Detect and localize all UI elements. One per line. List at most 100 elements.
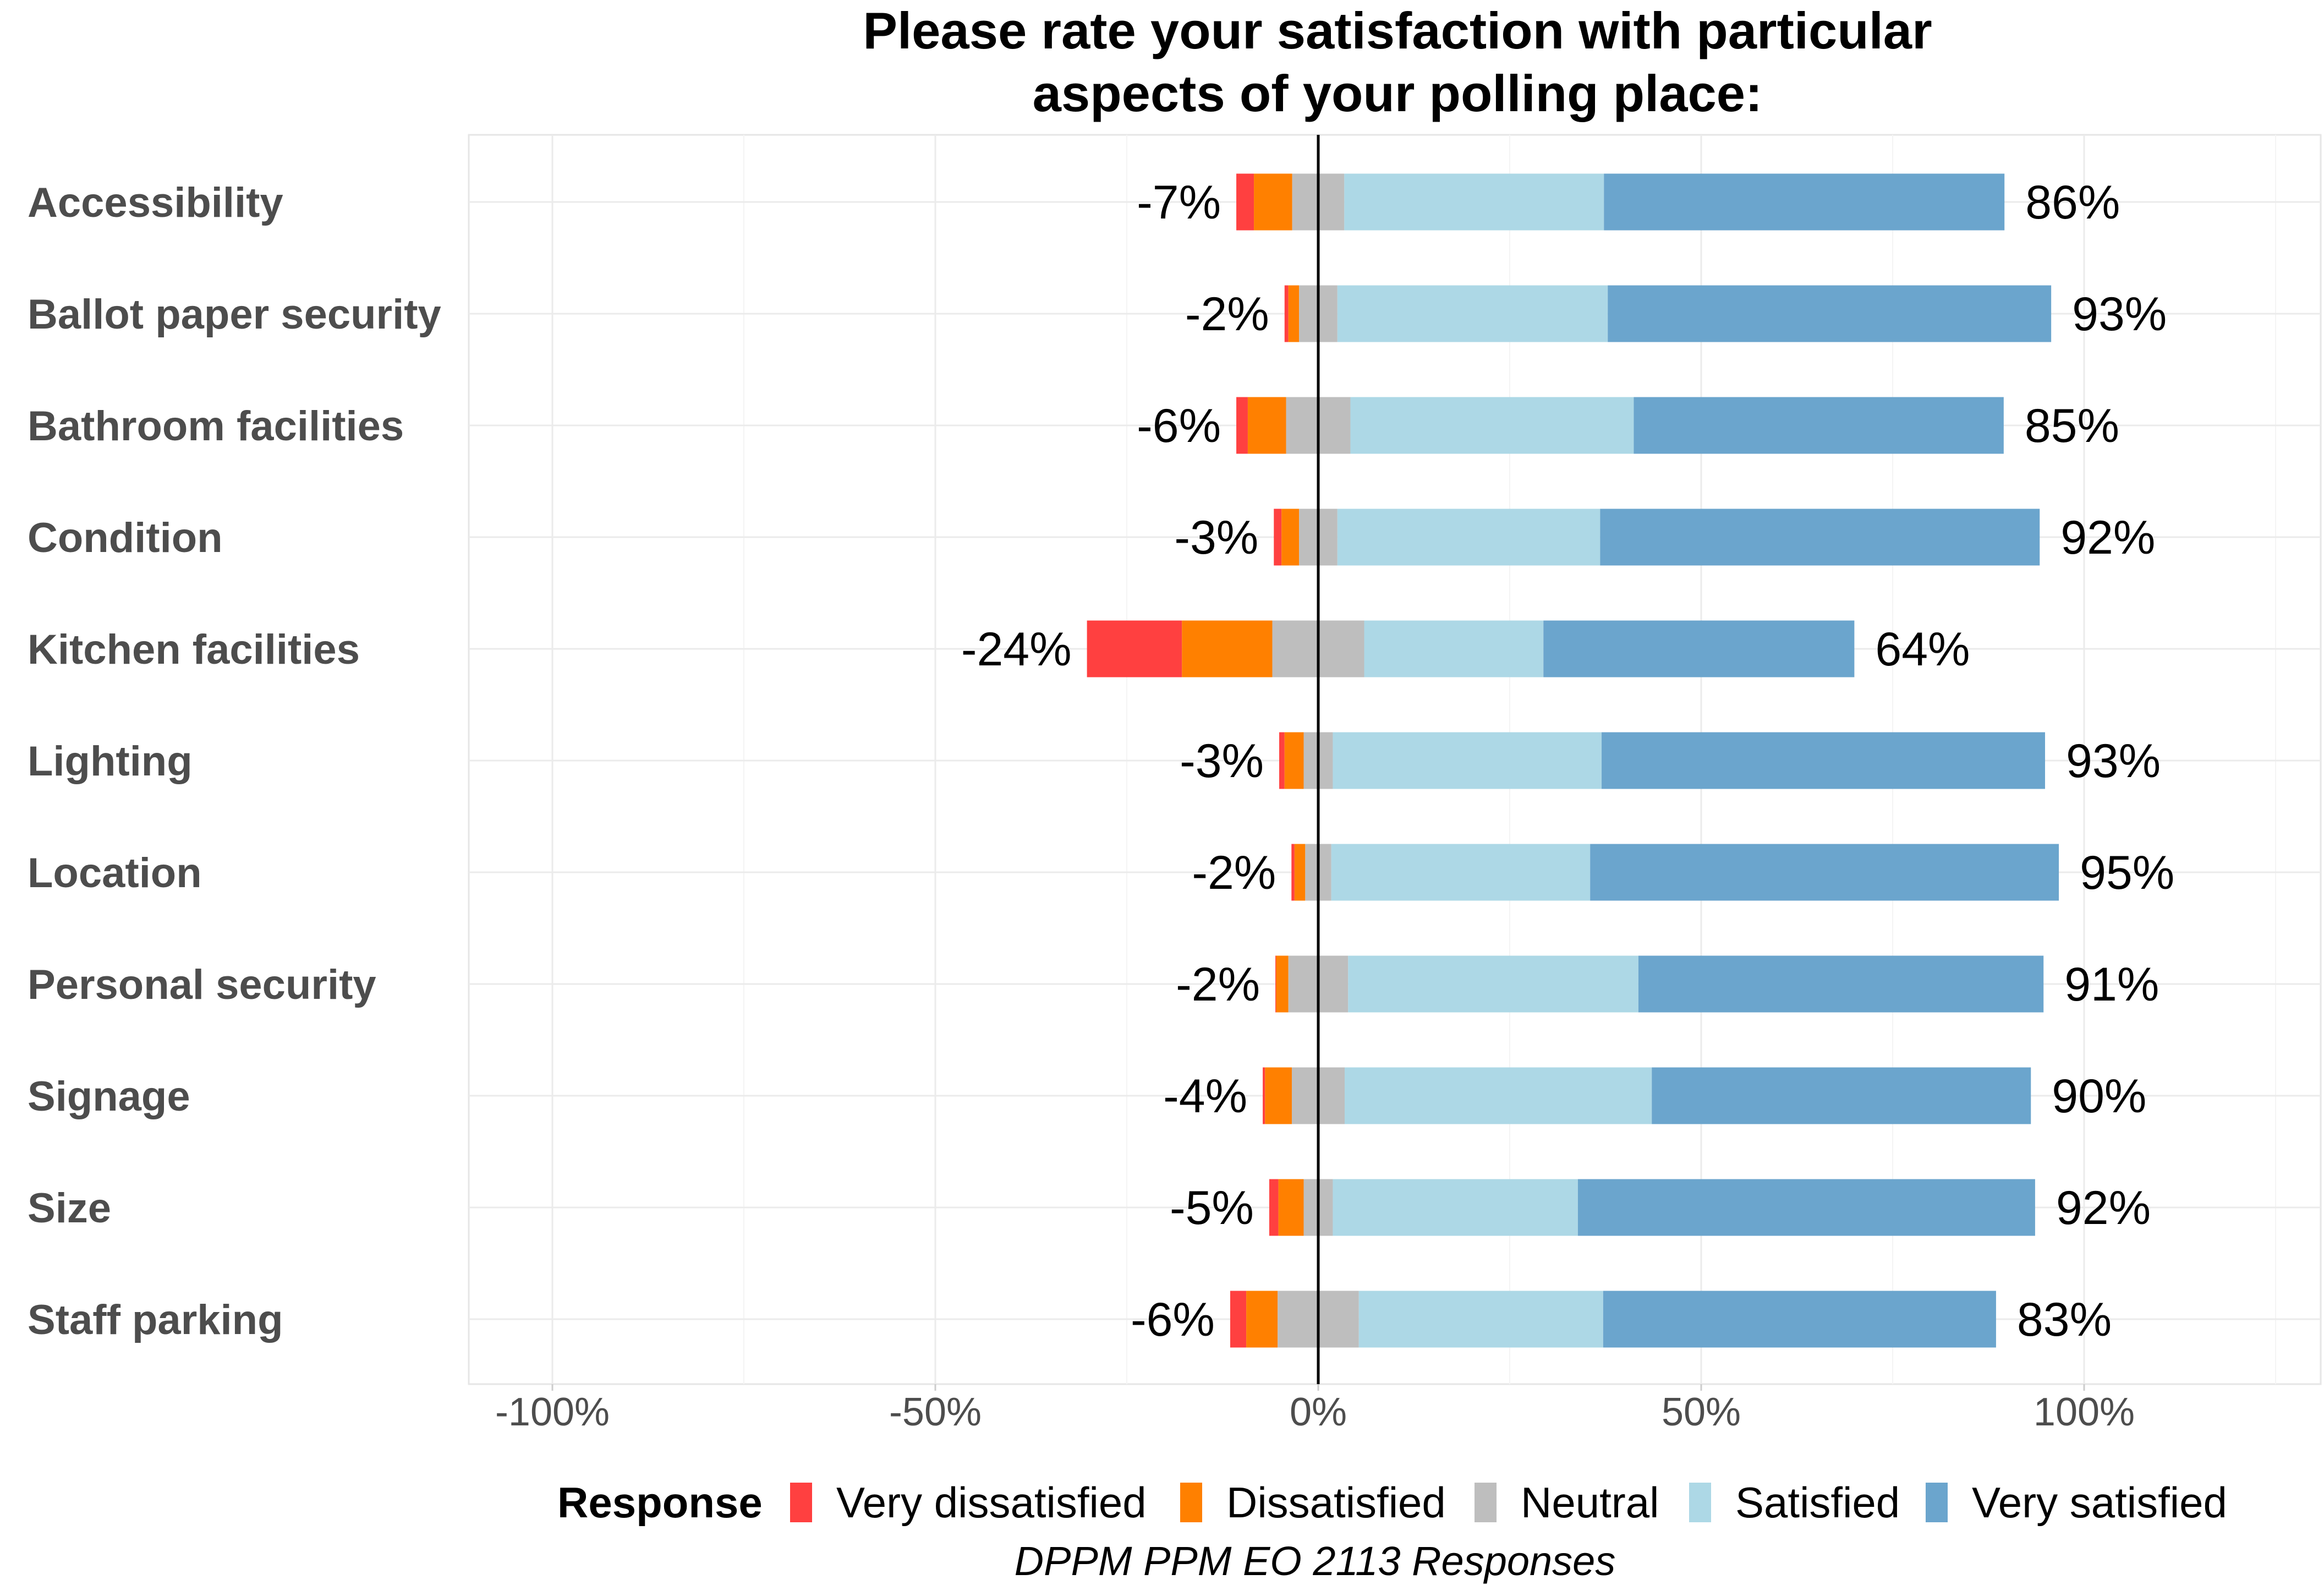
bar-segment-dissatisfied xyxy=(1254,173,1292,231)
category-label: Condition xyxy=(28,515,223,561)
bar-segment-very-satisfied xyxy=(1604,173,2005,231)
chart-caption: DPPM PPM EO 2113 Responses xyxy=(1015,1538,1616,1584)
category-label: Bathroom facilities xyxy=(28,403,404,450)
category-label: Lighting xyxy=(28,738,193,785)
x-tick-label: 100% xyxy=(2034,1390,2135,1434)
category-label: Size xyxy=(28,1185,111,1232)
bar-segment-dissatisfied xyxy=(1284,732,1304,789)
bar-segment-dissatisfied xyxy=(1247,397,1286,454)
bar-segment-very-satisfied xyxy=(1543,620,1855,677)
positive-percent-label: 93% xyxy=(2066,735,2161,788)
positive-percent-label: 90% xyxy=(2052,1070,2146,1123)
legend-key-dissatisfied xyxy=(1180,1483,1202,1522)
bar-segment-dissatisfied xyxy=(1265,1067,1292,1124)
bar-segments xyxy=(1087,173,2059,1348)
positive-percent-label: 83% xyxy=(2017,1293,2112,1346)
category-label: Location xyxy=(28,850,202,897)
category-label: Accessibility xyxy=(28,179,283,226)
bar-segment-dissatisfied xyxy=(1246,1291,1278,1348)
bar-segment-very-satisfied xyxy=(1600,509,2040,566)
chart-title-line-1: Please rate your satisfaction with parti… xyxy=(863,2,1932,59)
negative-percent-label: -7% xyxy=(1137,176,1221,229)
positive-percent-label: 64% xyxy=(1875,623,1970,676)
bar-segment-very-dissatisfied xyxy=(1236,397,1248,454)
value-labels: -7% 86% -2% 93% -6% 85% -3% 92% -24% 64% -3% 93% -2%… xyxy=(961,176,2174,1346)
bar-segment-satisfied xyxy=(1337,509,1601,566)
x-tick-label: -100% xyxy=(495,1390,610,1434)
legend-label-satisfied: Satisfied xyxy=(1735,1478,1900,1527)
bar-segment-satisfied xyxy=(1337,285,1608,342)
legend-key-very-satisfied xyxy=(1926,1483,1948,1522)
bar-segment-very-dissatisfied xyxy=(1230,1291,1247,1348)
bar-segment-dissatisfied xyxy=(1288,285,1300,342)
negative-percent-label: -2% xyxy=(1176,958,1260,1011)
legend-key-neutral xyxy=(1475,1483,1497,1522)
bar-segment-dissatisfied xyxy=(1182,620,1273,677)
bar-segment-very-dissatisfied xyxy=(1263,1067,1265,1124)
bar-segment-dissatisfied xyxy=(1281,509,1300,566)
bar-segment-very-dissatisfied xyxy=(1284,285,1289,342)
bar-segment-very-satisfied xyxy=(1652,1067,2031,1124)
bar-segment-very-dissatisfied xyxy=(1291,844,1295,901)
bar-segment-very-satisfied xyxy=(1577,1179,2035,1236)
bar-segment-satisfied xyxy=(1345,1067,1652,1124)
bar-segment-satisfied xyxy=(1350,397,1634,454)
negative-percent-label: -2% xyxy=(1185,288,1269,341)
category-label: Ballot paper security xyxy=(28,291,441,338)
bar-segment-very-satisfied xyxy=(1608,285,2052,342)
bar-segment-dissatisfied xyxy=(1278,1179,1304,1236)
bar-segment-satisfied xyxy=(1348,955,1638,1013)
bar-segment-very-satisfied xyxy=(1590,844,2059,901)
category-label: Personal security xyxy=(28,961,376,1008)
x-tick-label: 0% xyxy=(1290,1390,1347,1434)
bar-segment-satisfied xyxy=(1364,620,1544,677)
x-tick-label: -50% xyxy=(889,1390,982,1434)
negative-percent-label: -3% xyxy=(1180,735,1264,788)
legend-title: Response xyxy=(557,1478,763,1527)
bar-segment-very-satisfied xyxy=(1638,955,2044,1013)
bar-segment-dissatisfied xyxy=(1276,955,1289,1013)
bar-segment-very-dissatisfied xyxy=(1236,173,1254,231)
chart-title-line-2: aspects of your polling place: xyxy=(1033,64,1763,122)
legend-label-very-dissatisfied: Very dissatisfied xyxy=(836,1478,1147,1527)
negative-percent-label: -5% xyxy=(1170,1182,1254,1234)
legend-key-satisfied xyxy=(1689,1483,1711,1522)
bar-segment-satisfied xyxy=(1344,173,1604,231)
bar-segment-very-dissatisfied xyxy=(1279,732,1285,789)
negative-percent-label: -6% xyxy=(1137,400,1221,452)
bar-segment-very-dissatisfied xyxy=(1269,1179,1279,1236)
bar-segment-satisfied xyxy=(1333,1179,1578,1236)
negative-percent-label: -2% xyxy=(1192,846,1276,899)
bar-segment-very-dissatisfied xyxy=(1087,620,1182,677)
legend-label-neutral: Neutral xyxy=(1521,1478,1659,1527)
bar-segment-satisfied xyxy=(1333,732,1602,789)
category-label: Signage xyxy=(28,1073,190,1120)
negative-percent-label: -24% xyxy=(961,623,1072,676)
bar-segment-very-dissatisfied xyxy=(1274,509,1282,566)
bar-segment-dissatisfied xyxy=(1294,844,1306,901)
positive-percent-label: 91% xyxy=(2064,958,2159,1011)
positive-percent-label: 85% xyxy=(2025,400,2119,452)
bar-segment-very-satisfied xyxy=(1603,1291,1996,1348)
category-label: Kitchen facilities xyxy=(28,626,360,673)
positive-percent-label: 93% xyxy=(2072,288,2167,341)
bar-segment-satisfied xyxy=(1331,844,1591,901)
negative-percent-label: -4% xyxy=(1163,1070,1247,1123)
positive-percent-label: 95% xyxy=(2080,846,2174,899)
bar-segment-very-satisfied xyxy=(1634,397,2004,454)
bar-segment-very-satisfied xyxy=(1602,732,2046,789)
negative-percent-label: -3% xyxy=(1174,511,1258,564)
category-label: Staff parking xyxy=(28,1297,283,1343)
x-tick-label: 50% xyxy=(1662,1390,1741,1434)
category-labels: Accessibility Ballot paper security Bathro… xyxy=(28,179,441,1343)
positive-percent-label: 92% xyxy=(2056,1182,2151,1234)
positive-percent-label: 86% xyxy=(2025,176,2120,229)
bar-segment-satisfied xyxy=(1358,1291,1603,1348)
legend-key-very-dissatisfied xyxy=(790,1483,812,1522)
positive-percent-label: 92% xyxy=(2060,511,2155,564)
x-axis-ticks: -100% -50% 0% 50% 100% xyxy=(495,1384,2135,1434)
legend: Response Very dissatisfied Dissatisfied Ne… xyxy=(557,1478,2227,1527)
legend-label-very-satisfied: Very satisfied xyxy=(1972,1478,2227,1527)
negative-percent-label: -6% xyxy=(1131,1293,1215,1346)
